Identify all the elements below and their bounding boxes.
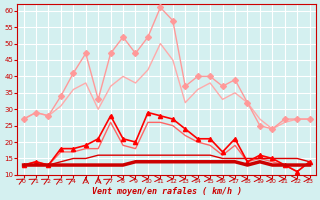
X-axis label: Vent moyen/en rafales ( km/h ): Vent moyen/en rafales ( km/h ): [92, 187, 242, 196]
